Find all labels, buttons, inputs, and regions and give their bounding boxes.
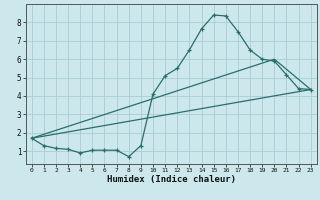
X-axis label: Humidex (Indice chaleur): Humidex (Indice chaleur) (107, 175, 236, 184)
